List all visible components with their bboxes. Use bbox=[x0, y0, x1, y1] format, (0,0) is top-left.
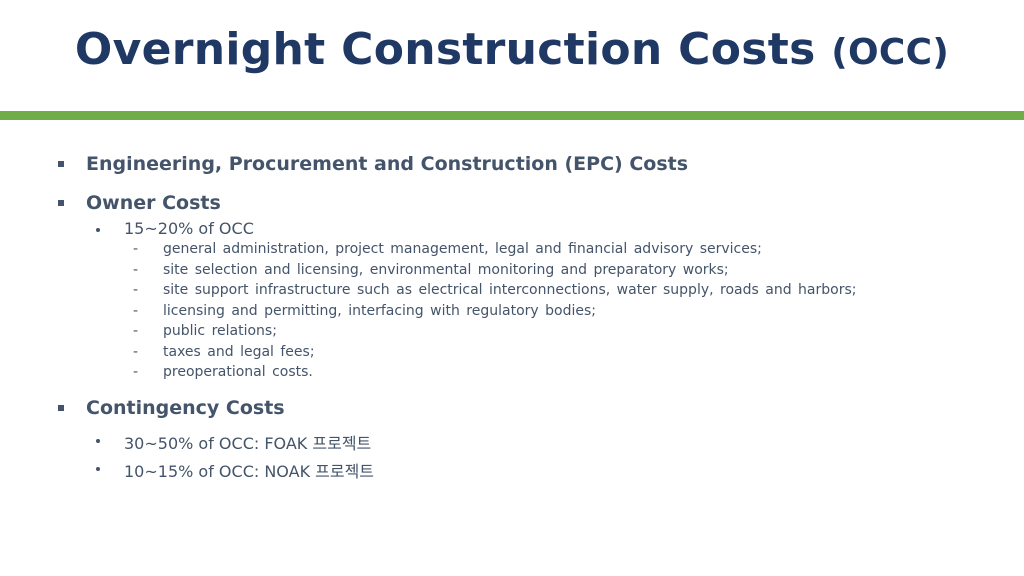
sub-bullet-text: 10~15% of OCC: NOAK 프로젝트 bbox=[124, 462, 375, 481]
dash-bullet: - bbox=[133, 282, 139, 298]
bullet-text: Contingency Costs bbox=[86, 397, 285, 419]
detail-text: licensing and permitting, interfacing wi… bbox=[163, 302, 596, 319]
dash-bullet: - bbox=[133, 364, 139, 380]
detail-text: site selection and licensing, environmen… bbox=[163, 261, 729, 278]
square-bullet-icon bbox=[58, 405, 64, 411]
title-main: Overnight Construction Costs bbox=[74, 24, 816, 75]
bullet-text: Engineering, Procurement and Constructio… bbox=[86, 153, 689, 175]
square-bullet-icon bbox=[58, 161, 64, 167]
sub-bullet: 10~15% of OCC: NOAK 프로젝트 bbox=[96, 458, 375, 482]
sub-bullet-text: 15~20% of OCC bbox=[124, 219, 254, 238]
sub-bullet: 30~50% of OCC: FOAK 프로젝트 bbox=[96, 430, 372, 454]
dash-bullet: - bbox=[133, 302, 139, 319]
detail-item: - site support infrastructure such as ele… bbox=[133, 282, 857, 298]
detail-item: - licensing and permitting, interfacing w… bbox=[133, 302, 596, 319]
dot-bullet-icon bbox=[96, 467, 100, 471]
dot-bullet-icon bbox=[96, 228, 100, 232]
detail-item: - public relations; bbox=[133, 323, 277, 339]
detail-item: - site selection and licensing, environme… bbox=[133, 261, 729, 278]
bullet-owner-costs: Owner Costs bbox=[58, 192, 221, 214]
sub-bullet-text: 30~50% of OCC: FOAK 프로젝트 bbox=[124, 434, 372, 453]
slide-title: Overnight Construction Costs (OCC) bbox=[0, 24, 1024, 75]
sub-bullet: 15~20% of OCC bbox=[96, 219, 254, 238]
detail-item: - preoperational costs. bbox=[133, 364, 313, 380]
dash-bullet: - bbox=[133, 241, 139, 257]
dash-bullet: - bbox=[133, 343, 139, 360]
title-paren: (OCC) bbox=[831, 32, 950, 73]
dash-bullet: - bbox=[133, 261, 139, 278]
dash-bullet: - bbox=[133, 323, 139, 339]
detail-text: public relations; bbox=[163, 323, 277, 339]
detail-text: general administration, project manageme… bbox=[163, 241, 762, 257]
square-bullet-icon bbox=[58, 200, 64, 206]
detail-item: - taxes and legal fees; bbox=[133, 343, 315, 360]
bullet-text: Owner Costs bbox=[86, 192, 221, 214]
bullet-epc: Engineering, Procurement and Constructio… bbox=[58, 153, 689, 175]
detail-text: preoperational costs. bbox=[163, 364, 313, 380]
bullet-contingency-costs: Contingency Costs bbox=[58, 397, 285, 419]
accent-divider bbox=[0, 111, 1024, 120]
detail-item: - general administration, project managem… bbox=[133, 241, 762, 257]
detail-text: site support infrastructure such as elec… bbox=[163, 282, 857, 298]
dot-bullet-icon bbox=[96, 439, 100, 443]
detail-text: taxes and legal fees; bbox=[163, 343, 315, 360]
